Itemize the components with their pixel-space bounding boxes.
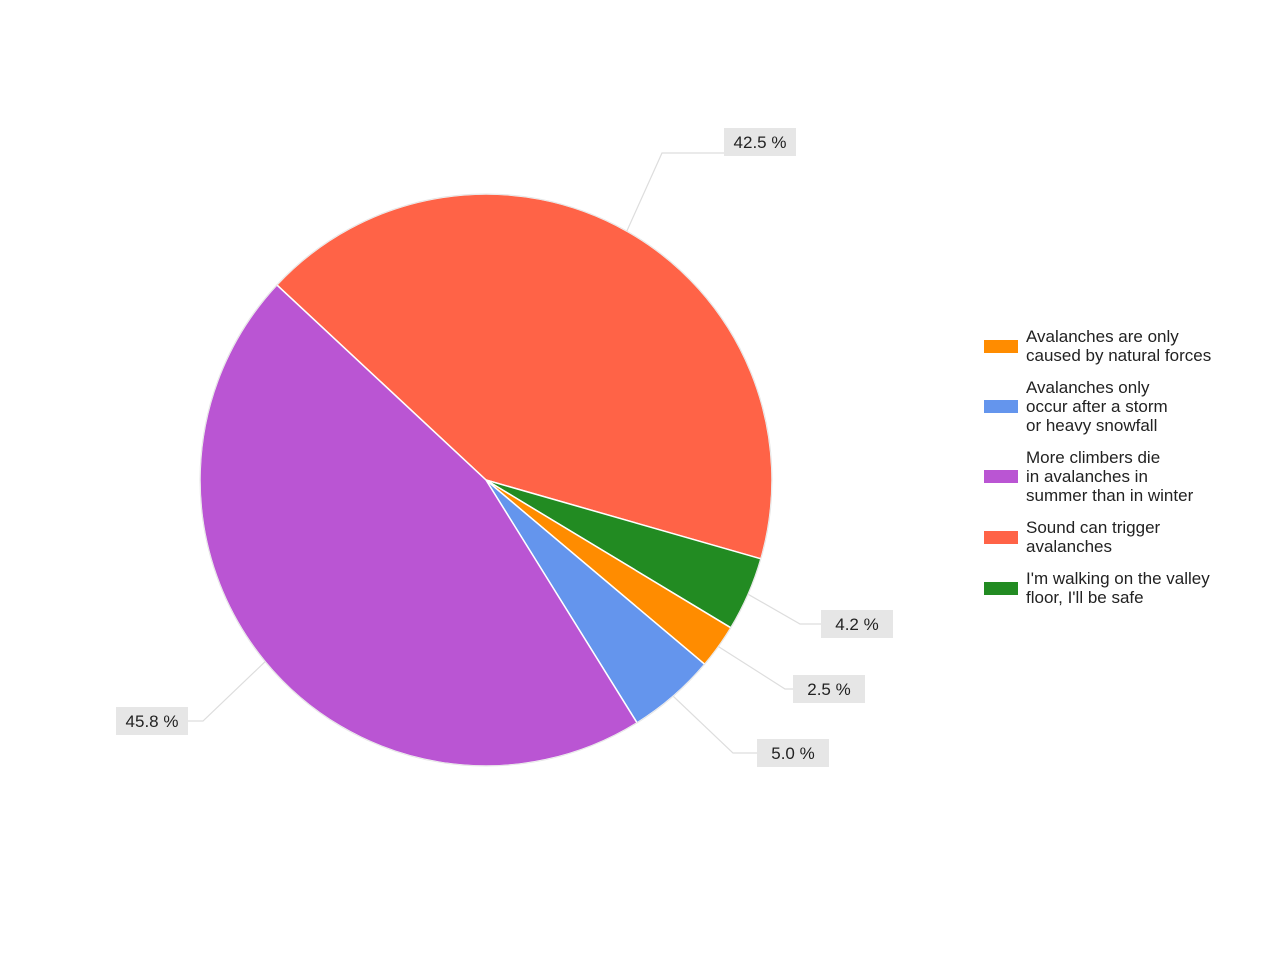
data-label-box: [821, 610, 893, 638]
data-label-text: 2.5 %: [807, 680, 850, 699]
leader-line-1: [626, 152, 728, 232]
data-label-text: 5.0 %: [771, 744, 814, 763]
legend-item-3: More climbers die in avalanches in summe…: [984, 448, 1264, 505]
leader-line-2: [747, 593, 826, 625]
legend-swatch: [984, 530, 1018, 544]
legend-item-1: Avalanches are only caused by natural fo…: [984, 327, 1264, 365]
legend-swatch: [984, 339, 1018, 353]
data-labels: 42.5 % 4.2 % 2.5 % 5.0 % 45.8 %: [116, 128, 893, 767]
data-label-text: 45.8 %: [126, 712, 179, 731]
data-label-5: 45.8 %: [116, 707, 188, 735]
data-label-2: 4.2 %: [821, 610, 893, 638]
legend-item-4: Sound can trigger avalanches: [984, 518, 1264, 556]
legend-label: More climbers die in avalanches in summe…: [1026, 448, 1194, 505]
data-label-text: 42.5 %: [734, 133, 787, 152]
leader-line-5: [183, 661, 266, 722]
legend-label: Avalanches only occur after a storm or h…: [1026, 378, 1168, 435]
pie-slices: [199, 193, 773, 767]
data-label-box: [757, 739, 829, 767]
data-label-1: 42.5 %: [724, 128, 796, 156]
legend: Avalanches are only caused by natural fo…: [984, 327, 1264, 620]
data-label-box: [116, 707, 188, 735]
data-label-text: 4.2 %: [835, 615, 878, 634]
legend-swatch: [984, 400, 1018, 413]
legend-swatch: [984, 470, 1018, 483]
legend-item-2: Avalanches only occur after a storm or h…: [984, 378, 1264, 435]
leader-line-3: [718, 646, 798, 690]
pie-outline: [199, 193, 773, 767]
legend-swatch: [984, 581, 1018, 595]
legend-label: Sound can trigger avalanches: [1026, 518, 1161, 556]
data-label-box: [793, 675, 865, 703]
data-label-4: 5.0 %: [757, 739, 829, 767]
legend-label: Avalanches are only caused by natural fo…: [1026, 327, 1212, 365]
legend-item-5: I'm walking on the valley floor, I'll be…: [984, 569, 1264, 607]
leader-line-4: [672, 695, 762, 754]
data-label-3: 2.5 %: [793, 675, 865, 703]
legend-label: I'm walking on the valley floor, I'll be…: [1026, 569, 1210, 607]
data-label-box: [724, 128, 796, 156]
